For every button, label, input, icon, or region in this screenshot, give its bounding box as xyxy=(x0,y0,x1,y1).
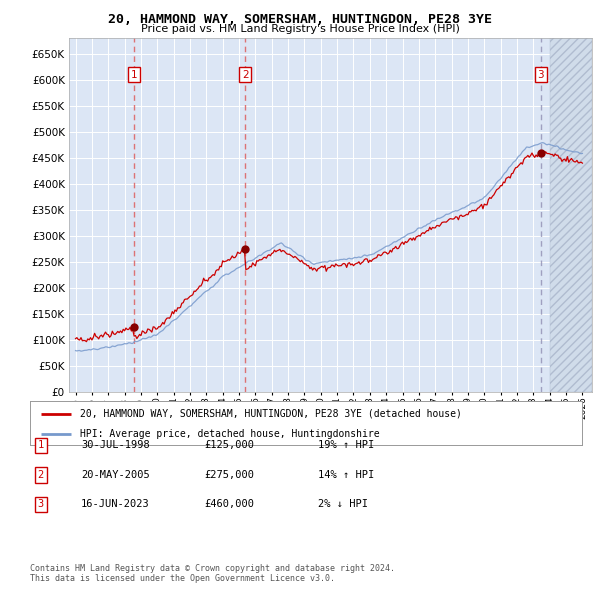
Text: Price paid vs. HM Land Registry's House Price Index (HPI): Price paid vs. HM Land Registry's House … xyxy=(140,24,460,34)
Text: 20, HAMMOND WAY, SOMERSHAM, HUNTINGDON, PE28 3YE: 20, HAMMOND WAY, SOMERSHAM, HUNTINGDON, … xyxy=(108,13,492,26)
Text: 3: 3 xyxy=(538,70,544,80)
Text: 2% ↓ HPI: 2% ↓ HPI xyxy=(318,500,368,509)
Text: 1: 1 xyxy=(131,70,137,80)
Text: £460,000: £460,000 xyxy=(204,500,254,509)
Text: Contains HM Land Registry data © Crown copyright and database right 2024.
This d: Contains HM Land Registry data © Crown c… xyxy=(30,563,395,583)
Text: 20, HAMMOND WAY, SOMERSHAM, HUNTINGDON, PE28 3YE (detached house): 20, HAMMOND WAY, SOMERSHAM, HUNTINGDON, … xyxy=(80,409,461,418)
Text: 14% ↑ HPI: 14% ↑ HPI xyxy=(318,470,374,480)
Text: 19% ↑ HPI: 19% ↑ HPI xyxy=(318,441,374,450)
Text: 20-MAY-2005: 20-MAY-2005 xyxy=(81,470,150,480)
Text: £125,000: £125,000 xyxy=(204,441,254,450)
Text: 1: 1 xyxy=(38,441,44,450)
Text: 2: 2 xyxy=(242,70,248,80)
Text: 3: 3 xyxy=(38,500,44,509)
Bar xyxy=(550,38,592,392)
Text: 30-JUL-1998: 30-JUL-1998 xyxy=(81,441,150,450)
Text: 16-JUN-2023: 16-JUN-2023 xyxy=(81,500,150,509)
Text: HPI: Average price, detached house, Huntingdonshire: HPI: Average price, detached house, Hunt… xyxy=(80,430,379,440)
Text: 2: 2 xyxy=(38,470,44,480)
Text: £275,000: £275,000 xyxy=(204,470,254,480)
